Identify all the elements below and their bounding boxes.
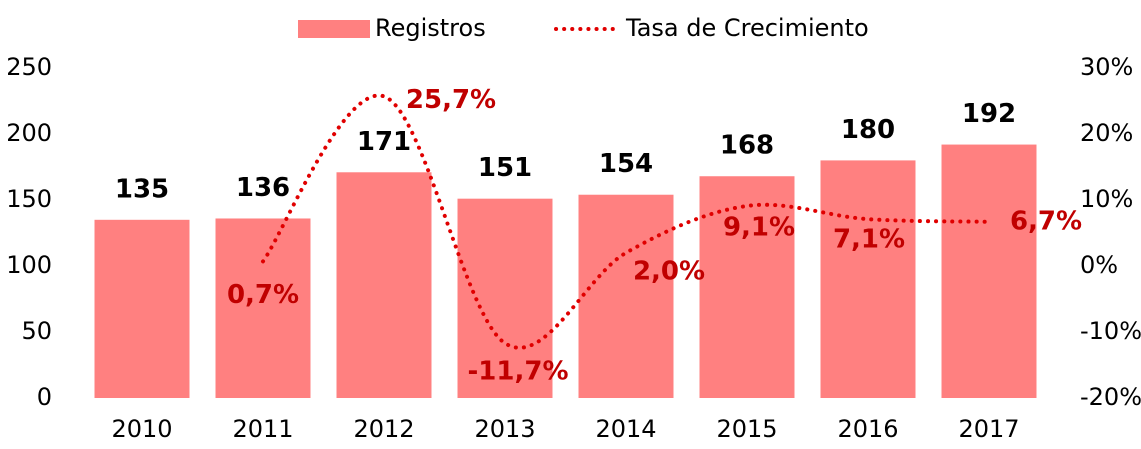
x-tick-label: 2013 bbox=[474, 415, 535, 443]
line-value-label: -11,7% bbox=[468, 357, 569, 387]
x-tick-label: 2017 bbox=[958, 415, 1019, 443]
line-value-label: 25,7% bbox=[406, 85, 496, 115]
bar bbox=[820, 160, 916, 398]
line-value-label: 6,7% bbox=[1010, 206, 1082, 236]
y2-tick-label: 10% bbox=[1080, 185, 1133, 213]
bar bbox=[578, 194, 674, 398]
y2-tick-label: 20% bbox=[1080, 119, 1133, 147]
y-tick-label: 150 bbox=[6, 185, 52, 213]
y-tick-label: 200 bbox=[6, 119, 52, 147]
y2-tick-label: 0% bbox=[1080, 251, 1118, 279]
y-tick-label: 100 bbox=[6, 251, 52, 279]
line-value-label: 9,1% bbox=[723, 212, 795, 242]
x-tick-label: 2012 bbox=[353, 415, 414, 443]
bar-value-label: 192 bbox=[962, 99, 1016, 129]
bar-value-label: 154 bbox=[599, 149, 653, 179]
y-tick-label: 0 bbox=[37, 383, 52, 411]
legend-label: Tasa de Crecimiento bbox=[625, 14, 869, 42]
bar-value-label: 151 bbox=[478, 153, 532, 183]
line-value-label: 7,1% bbox=[833, 225, 905, 255]
y2-tick-label: 30% bbox=[1080, 53, 1133, 81]
y2-tick-label: -20% bbox=[1080, 383, 1141, 411]
bar bbox=[699, 176, 795, 398]
x-tick-label: 2014 bbox=[595, 415, 656, 443]
line-value-label: 2,0% bbox=[633, 256, 705, 286]
legend-label: Registros bbox=[375, 14, 486, 42]
bar-value-label: 135 bbox=[115, 174, 169, 204]
bar bbox=[336, 172, 432, 398]
bar bbox=[94, 219, 190, 398]
y-tick-label: 250 bbox=[6, 53, 52, 81]
bar-value-label: 171 bbox=[357, 127, 411, 157]
bar-value-label: 168 bbox=[720, 131, 774, 161]
bar-value-label: 180 bbox=[841, 115, 895, 145]
y-tick-label: 50 bbox=[21, 317, 52, 345]
bar bbox=[941, 144, 1037, 398]
bar bbox=[457, 198, 553, 398]
bar-value-label: 136 bbox=[236, 173, 290, 203]
x-tick-label: 2015 bbox=[716, 415, 777, 443]
x-tick-label: 2010 bbox=[111, 415, 172, 443]
y2-tick-label: -10% bbox=[1080, 317, 1141, 345]
bar bbox=[215, 218, 311, 398]
line-value-label: 0,7% bbox=[227, 280, 299, 310]
growth-line bbox=[261, 93, 991, 350]
legend-swatch bbox=[298, 20, 370, 38]
x-tick-label: 2016 bbox=[837, 415, 898, 443]
x-tick-label: 2011 bbox=[232, 415, 293, 443]
